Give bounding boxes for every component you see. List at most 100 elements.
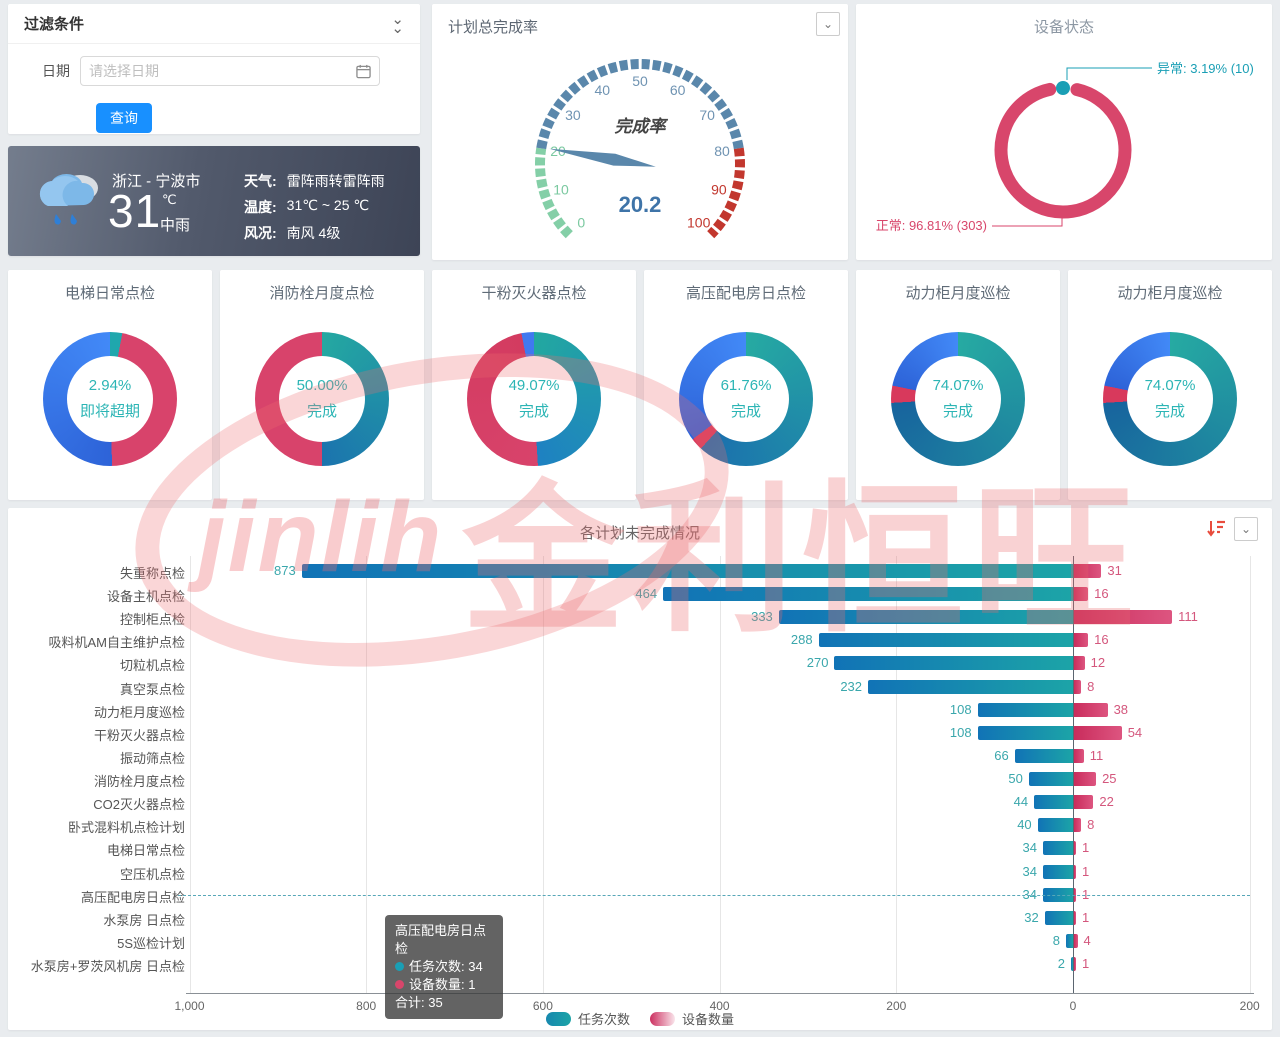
task-bar[interactable] bbox=[868, 679, 1073, 694]
kpi-donut-ring[interactable]: 50.00% 完成 bbox=[255, 332, 389, 466]
task-bar[interactable] bbox=[301, 564, 1073, 578]
abnormal-slice[interactable] bbox=[1056, 81, 1070, 95]
device-status-donut: 异常: 3.19% (10) 正常: 96.81% (303) bbox=[876, 61, 1254, 233]
task-bar[interactable] bbox=[1071, 957, 1073, 972]
category-label: 干粉灭火器点检 bbox=[93, 727, 185, 743]
sort-descending-icon[interactable] bbox=[1206, 518, 1226, 538]
device-value: 25 bbox=[1102, 771, 1117, 787]
device-bar[interactable] bbox=[1074, 910, 1076, 925]
collapse-double-chevron-icon[interactable]: ⌄ ⌄ bbox=[391, 10, 404, 37]
kpi-card-hydrant-monthly: 消防栓月度点检 50.00% 完成 bbox=[220, 270, 424, 500]
kpi-donut-ring[interactable]: 74.07% 完成 bbox=[891, 332, 1025, 466]
kpi-donut-ring[interactable]: 2.94% 即将超期 bbox=[43, 332, 177, 466]
kpi-donut-center: 74.07% 完成 bbox=[1127, 356, 1213, 442]
weather-detail-table: 天气: 雷阵雨转雷阵雨 温度: 31℃ ~ 25 ℃ 风况: 南风 4级 bbox=[244, 168, 385, 246]
device-bar[interactable] bbox=[1074, 564, 1102, 578]
kpi-donut-ring[interactable]: 49.07% 完成 bbox=[467, 332, 601, 466]
svg-text:70: 70 bbox=[699, 107, 715, 123]
weather-widget: 浙江 - 宁波市 31 ℃ 中雨 天气: 雷阵雨转雷阵雨 温度: 31℃ ~ 25 … bbox=[8, 146, 420, 256]
svg-text:50: 50 bbox=[632, 73, 648, 89]
task-bar[interactable] bbox=[977, 702, 1073, 717]
category-label: 水泵房 日点检 bbox=[103, 912, 185, 928]
kpi-center-status: 完成 bbox=[518, 403, 549, 420]
bar-chart-title: 各计划未完成情况 bbox=[579, 525, 700, 542]
legend-swatch-tasks bbox=[545, 1011, 571, 1026]
rain-cloud-icon bbox=[39, 174, 98, 225]
device-bar[interactable] bbox=[1074, 633, 1089, 648]
task-bar[interactable] bbox=[1042, 841, 1073, 856]
gauge-dropdown-button[interactable]: ⌄ bbox=[816, 12, 840, 36]
kpi-center-value: 61.76% bbox=[720, 377, 772, 394]
task-bar[interactable] bbox=[818, 633, 1073, 648]
task-value: 50 bbox=[1008, 771, 1023, 787]
kpi-donut-center: 74.07% 完成 bbox=[915, 356, 1001, 442]
kpi-card-dry-powder: 干粉灭火器点检 49.07% 完成 bbox=[432, 270, 636, 500]
device-bar[interactable] bbox=[1074, 772, 1097, 787]
search-button[interactable]: 查询 bbox=[96, 103, 152, 133]
kpi-card-power-cabinet-1: 动力柜月度巡检 74.07% 完成 bbox=[856, 270, 1060, 500]
task-value: 108 bbox=[949, 701, 972, 717]
filter-title: 过滤条件 bbox=[24, 16, 85, 33]
device-bar[interactable] bbox=[1074, 656, 1085, 671]
task-value: 66 bbox=[994, 747, 1009, 763]
tooltip-line-tasks: 任务次数: 34 bbox=[395, 958, 493, 976]
category-label: 失重称点检 bbox=[119, 566, 185, 581]
task-bar[interactable] bbox=[778, 610, 1073, 625]
kpi-center-status: 完成 bbox=[306, 403, 337, 420]
device-bar[interactable] bbox=[1074, 702, 1108, 717]
device-bar[interactable] bbox=[1074, 957, 1076, 972]
tooltip-line-devices: 设备数量: 1 bbox=[395, 976, 493, 994]
task-value: 34 bbox=[1022, 886, 1037, 902]
svg-text:10: 10 bbox=[553, 182, 569, 198]
task-bar[interactable] bbox=[1065, 933, 1073, 948]
legend-item-devices[interactable]: 设备数量 bbox=[650, 1009, 734, 1028]
device-bar[interactable] bbox=[1074, 864, 1076, 879]
task-bar[interactable] bbox=[1042, 864, 1073, 879]
device-bar[interactable] bbox=[1074, 818, 1082, 833]
device-bar[interactable] bbox=[1074, 887, 1076, 902]
device-bar[interactable] bbox=[1074, 748, 1084, 763]
device-bar[interactable] bbox=[1074, 841, 1076, 856]
category-label: 5S巡检计划 bbox=[117, 935, 185, 951]
kpi-card-power-cabinet-2: 动力柜月度巡检 74.07% 完成 bbox=[1068, 270, 1272, 500]
kpi-donut-center: 50.00% 完成 bbox=[279, 356, 365, 442]
gridline bbox=[1249, 556, 1251, 993]
task-bar[interactable] bbox=[1044, 910, 1073, 925]
kpi-donut-ring[interactable]: 61.76% 完成 bbox=[679, 332, 813, 466]
gauge-chart: 0102030405060708090100 bbox=[535, 59, 745, 239]
device-bar[interactable] bbox=[1074, 587, 1089, 602]
task-bar[interactable] bbox=[663, 587, 1073, 602]
task-value: 108 bbox=[949, 724, 972, 740]
device-value: 16 bbox=[1094, 632, 1109, 648]
task-bar[interactable] bbox=[977, 725, 1073, 740]
task-bar[interactable] bbox=[1014, 748, 1073, 763]
task-bar[interactable] bbox=[1028, 772, 1073, 787]
tooltip-total: 合计: 35 bbox=[395, 995, 443, 1010]
task-bar[interactable] bbox=[1042, 887, 1073, 902]
category-label: 卧式混料机点检计划 bbox=[67, 820, 185, 836]
kpi-donut-ring[interactable]: 74.07% 完成 bbox=[1103, 332, 1237, 466]
normal-slice[interactable] bbox=[989, 76, 1138, 225]
legend-item-tasks[interactable]: 任务次数 bbox=[545, 1009, 630, 1028]
device-bar[interactable] bbox=[1074, 795, 1094, 810]
svg-text:100: 100 bbox=[687, 215, 711, 231]
category-label: 电梯日常点检 bbox=[106, 843, 185, 859]
unfinished-plans-panel: 各计划未完成情况 ⌄ 1,000 800 600 400 200 0 200 失重称点检 873… bbox=[8, 508, 1272, 1030]
task-bar[interactable] bbox=[834, 656, 1073, 671]
kpi-center-status: 完成 bbox=[1154, 403, 1185, 420]
device-bar[interactable] bbox=[1074, 610, 1173, 625]
device-value: 1 bbox=[1082, 909, 1090, 925]
device-bar[interactable] bbox=[1074, 933, 1078, 948]
device-bar[interactable] bbox=[1074, 725, 1122, 740]
device-bar[interactable] bbox=[1074, 679, 1082, 694]
task-value: 2 bbox=[1057, 956, 1065, 972]
task-bar[interactable] bbox=[1037, 818, 1073, 833]
category-label: 切粒机点检 bbox=[119, 658, 185, 674]
kpi-card-hv-room-daily: 高压配电房日点检 61.76% 完成 bbox=[644, 270, 848, 500]
abnormal-callout: 异常: 3.19% (10) bbox=[1157, 61, 1254, 76]
bar-chart-dropdown-button[interactable]: ⌄ bbox=[1234, 517, 1258, 541]
category-label: 控制柜点检 bbox=[119, 612, 185, 628]
weather-row-label: 风况: bbox=[244, 225, 277, 241]
date-input[interactable]: 请选择日期 bbox=[80, 56, 380, 86]
task-bar[interactable] bbox=[1034, 795, 1073, 810]
